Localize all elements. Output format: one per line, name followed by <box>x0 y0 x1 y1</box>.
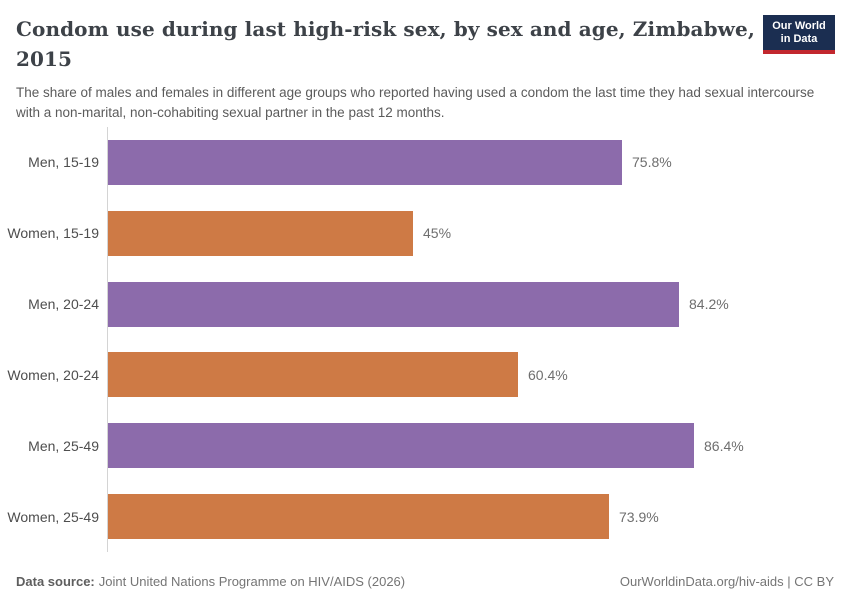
bar-track-men-20-24: 84.2% <box>107 281 850 327</box>
data-source-label: Data source: <box>16 574 95 589</box>
bar-track-women-15-19: 45% <box>107 210 850 256</box>
bar-track-women-20-24: 60.4% <box>107 352 850 398</box>
chart-title-line-2: 2015 <box>16 47 73 71</box>
value-label-men-20-24: 84.2% <box>689 296 729 313</box>
bar-women-25-49[interactable] <box>108 494 609 540</box>
bar-row-men-20-24: Men, 20-24 84.2% <box>0 269 850 340</box>
owid-logo-line-2: in Data <box>780 33 818 45</box>
category-label-women-15-19: Women, 15-19 <box>7 225 99 242</box>
data-source-text: Joint United Nations Programme on HIV/AI… <box>98 574 406 589</box>
y-axis-line <box>107 127 108 552</box>
bar-women-20-24[interactable] <box>108 352 518 398</box>
bar-track-men-25-49: 86.4% <box>107 423 850 469</box>
bar-track-women-25-49: 73.9% <box>107 494 850 540</box>
value-label-women-25-49: 73.9% <box>619 508 659 525</box>
owid-logo-line-1: Our World <box>772 20 826 32</box>
bar-men-25-49[interactable] <box>108 423 694 469</box>
bar-row-men-15-19: Men, 15-19 75.8% <box>0 127 850 198</box>
category-label-men-20-24: Men, 20-24 <box>28 296 99 313</box>
chart-subtitle: The share of males and females in differ… <box>16 85 815 120</box>
bar-men-15-19[interactable] <box>108 139 622 185</box>
chart-title: Condom use during last high-risk sex, by… <box>16 14 756 74</box>
chart-title-line-1: Condom use during last high-risk sex, by… <box>16 17 755 41</box>
category-label-men-15-19: Men, 15-19 <box>28 154 99 171</box>
chart-header: Condom use during last high-risk sex, by… <box>0 0 850 123</box>
bar-track-men-15-19: 75.8% <box>107 139 850 185</box>
value-label-women-15-19: 45% <box>423 225 452 242</box>
bar-chart: Men, 15-19 75.8% Women, 15-19 45% Men, 20-24… <box>0 127 850 552</box>
bar-row-women-20-24: Women, 20-24 60.4% <box>0 339 850 410</box>
bar-men-20-24[interactable] <box>108 281 679 327</box>
attribution-link[interactable]: OurWorldinData.org/hiv-aids | CC BY <box>619 574 834 589</box>
chart-footer: Data source: Joint United Nations Program… <box>0 574 850 589</box>
value-label-men-25-49: 86.4% <box>704 437 744 454</box>
bar-women-15-19[interactable] <box>108 210 413 256</box>
bar-row-men-25-49: Men, 25-49 86.4% <box>0 410 850 481</box>
data-source: Data source: Joint United Nations Program… <box>16 574 405 589</box>
value-label-women-20-24: 60.4% <box>528 366 568 383</box>
value-label-men-15-19: 75.8% <box>632 154 672 171</box>
category-label-men-25-49: Men, 25-49 <box>28 437 99 454</box>
bar-rows-container: Men, 15-19 75.8% Women, 15-19 45% Men, 20-24… <box>0 127 850 552</box>
owid-logo[interactable]: Our World in Data <box>763 15 835 54</box>
bar-row-women-25-49: Women, 25-49 73.9% <box>0 481 850 552</box>
category-label-women-20-24: Women, 20-24 <box>7 366 99 383</box>
bar-row-women-15-19: Women, 15-19 45% <box>0 198 850 269</box>
category-label-women-25-49: Women, 25-49 <box>7 508 99 525</box>
